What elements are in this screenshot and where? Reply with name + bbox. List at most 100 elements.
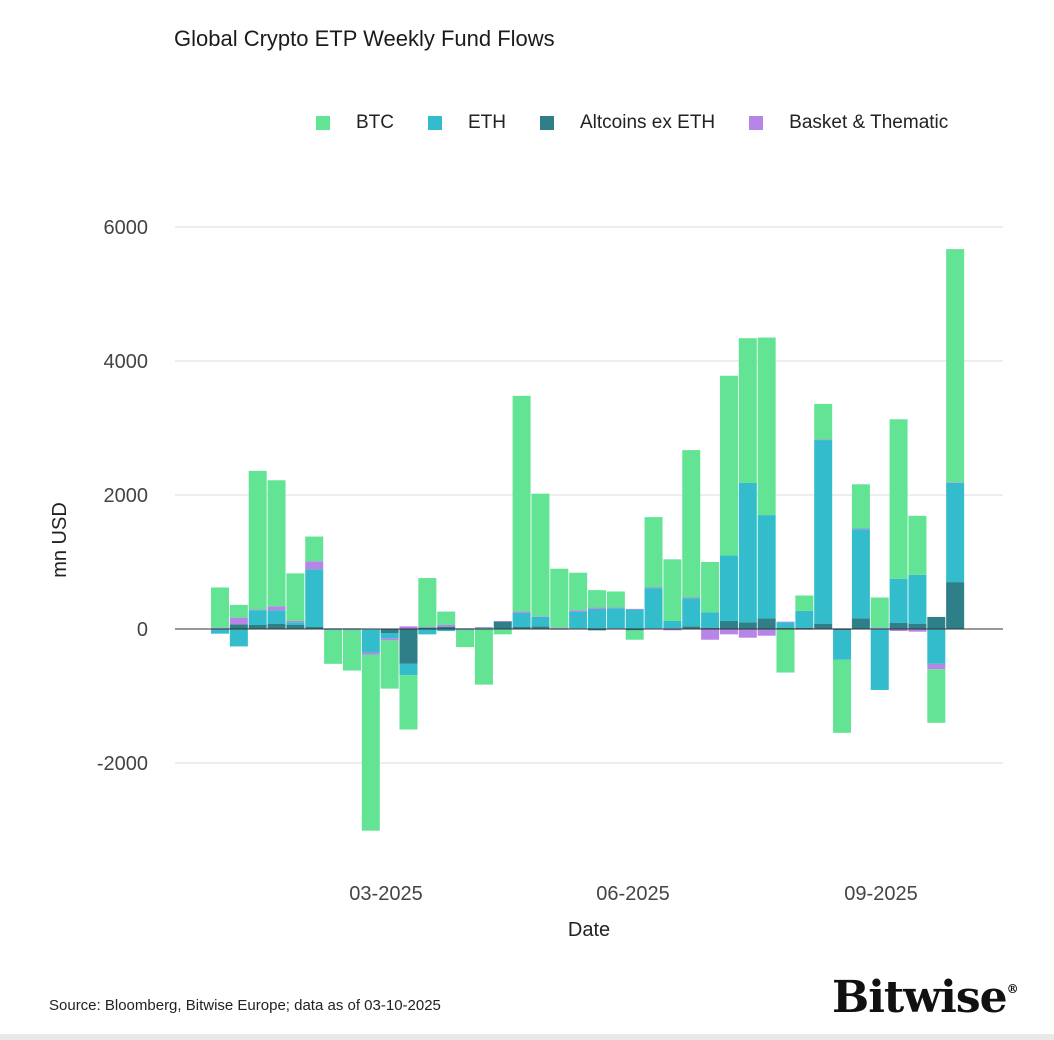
bar-segment-eth bbox=[738, 482, 757, 623]
bar-segment-eth bbox=[833, 630, 852, 660]
bar-segment-altcoins-ex-eth bbox=[286, 624, 305, 629]
y-axis-label: mn USD bbox=[49, 502, 71, 578]
bar-segment-altcoins-ex-eth bbox=[625, 629, 644, 631]
bar-segment-eth bbox=[701, 612, 720, 628]
legend-swatch-eth bbox=[428, 116, 442, 130]
bar-segment-btc bbox=[814, 403, 833, 440]
bar-segment-eth bbox=[512, 612, 531, 627]
legend-swatch-altcoins bbox=[540, 116, 554, 130]
bar-segment-eth bbox=[889, 578, 908, 623]
bar-segment-btc bbox=[550, 568, 569, 628]
bar-segment-btc bbox=[946, 249, 965, 483]
bar-segment-eth bbox=[380, 633, 399, 639]
bar-segment-eth bbox=[776, 622, 795, 628]
bar-segment-eth bbox=[644, 588, 663, 629]
legend-swatch-btc bbox=[316, 116, 330, 130]
bar-segment-eth bbox=[870, 629, 889, 690]
bar-segment-altcoins-ex-eth bbox=[512, 626, 531, 629]
bar-segment-btc bbox=[418, 578, 437, 627]
bar-segment-eth bbox=[663, 620, 682, 629]
bar-segment-eth bbox=[569, 611, 588, 629]
bar-segment-basket-thematic bbox=[380, 638, 399, 641]
bar-segment-eth bbox=[305, 569, 324, 627]
bar-segment-eth bbox=[437, 629, 456, 632]
bar-segment-altcoins-ex-eth bbox=[851, 618, 870, 629]
bar-segment-eth bbox=[211, 629, 229, 634]
bar-segment-basket-thematic bbox=[738, 629, 757, 638]
bar-segment-basket-thematic bbox=[663, 629, 682, 631]
bar-segment-altcoins-ex-eth bbox=[267, 623, 286, 629]
bar-segment-altcoins-ex-eth bbox=[229, 624, 248, 629]
bar-segment-altcoins-ex-eth bbox=[493, 621, 512, 629]
bar-segment-altcoins-ex-eth bbox=[738, 622, 757, 629]
bar-segment-basket-thematic bbox=[418, 626, 437, 628]
legend-swatch-basket bbox=[749, 116, 764, 130]
bottom-bar bbox=[0, 1034, 1054, 1040]
bitwise-logo: Bitwise® bbox=[832, 972, 1019, 1023]
legend-label-btc: BTC bbox=[356, 112, 394, 133]
bar-segment-btc bbox=[833, 659, 852, 733]
x-tick-label: 03-2025 bbox=[349, 883, 422, 905]
bar-segment-basket-thematic bbox=[870, 627, 889, 629]
bar-segment-altcoins-ex-eth bbox=[380, 629, 399, 634]
bar-segment-btc bbox=[437, 611, 456, 625]
bar-segment-basket-thematic bbox=[437, 624, 456, 627]
bar-segment-btc bbox=[889, 419, 908, 579]
bar-segment-btc bbox=[776, 629, 795, 673]
x-tick-label: 06-2025 bbox=[596, 883, 669, 905]
bar-segment-eth bbox=[342, 629, 361, 631]
bar-segment-altcoins-ex-eth bbox=[719, 620, 738, 629]
bar-segment-btc bbox=[531, 493, 550, 617]
bar-segment-btc bbox=[342, 630, 361, 671]
bar-segment-basket-thematic bbox=[625, 608, 644, 610]
bar-segment-eth bbox=[229, 629, 248, 647]
bar-segment-basket-thematic bbox=[776, 621, 795, 623]
bar-segment-basket-thematic bbox=[305, 561, 324, 570]
bar-segment-altcoins-ex-eth bbox=[248, 624, 267, 629]
bar-segment-basket-thematic bbox=[851, 528, 870, 530]
bar-segment-btc bbox=[324, 630, 343, 664]
bar-segment-basket-thematic bbox=[682, 597, 701, 599]
bar-segment-eth bbox=[606, 608, 625, 629]
legend-label-basket: Basket & Thematic bbox=[789, 112, 949, 133]
bar-segment-altcoins-ex-eth bbox=[305, 626, 324, 629]
bar-segment-altcoins-ex-eth bbox=[889, 622, 908, 629]
bar-segment-eth bbox=[324, 629, 343, 631]
bar-segment-altcoins-ex-eth bbox=[795, 627, 814, 629]
legend-label-eth: ETH bbox=[468, 112, 506, 133]
bar-segment-eth bbox=[474, 627, 493, 629]
y-tick-label: -2000 bbox=[97, 753, 148, 775]
bar-segment-btc bbox=[211, 587, 229, 628]
bar-segment-eth bbox=[286, 622, 305, 625]
bar-segment-eth bbox=[757, 515, 776, 619]
bar-segment-eth bbox=[719, 555, 738, 621]
bar-segment-btc bbox=[267, 480, 286, 607]
bar-segment-eth bbox=[795, 610, 814, 628]
bar-segment-eth bbox=[588, 608, 606, 629]
bar-segment-basket-thematic bbox=[286, 620, 305, 623]
bar-segment-btc bbox=[399, 675, 418, 730]
bar-segment-altcoins-ex-eth bbox=[833, 629, 852, 631]
bar-segment-btc bbox=[851, 484, 870, 529]
bar-segment-altcoins-ex-eth bbox=[757, 618, 776, 629]
bar-segment-basket-thematic bbox=[211, 627, 229, 629]
bar-segment-btc bbox=[870, 597, 889, 628]
bar-segment-altcoins-ex-eth bbox=[814, 623, 833, 629]
bar-segment-eth bbox=[851, 529, 870, 619]
y-tick-label: 4000 bbox=[104, 351, 149, 373]
bars bbox=[211, 249, 965, 831]
bar-segment-altcoins-ex-eth bbox=[776, 627, 795, 629]
bar-segment-btc bbox=[757, 337, 776, 516]
bar-segment-eth bbox=[248, 610, 267, 625]
bar-segment-basket-thematic bbox=[493, 620, 512, 622]
bar-segment-altcoins-ex-eth bbox=[682, 626, 701, 629]
x-axis-label: Date bbox=[568, 919, 610, 941]
bar-segment-btc bbox=[663, 559, 682, 621]
bar-segment-basket-thematic bbox=[701, 629, 720, 640]
bar-segment-basket-thematic bbox=[606, 607, 625, 609]
bar-segment-btc bbox=[701, 562, 720, 613]
bar-segment-altcoins-ex-eth bbox=[908, 623, 927, 629]
y-tick-label: 6000 bbox=[104, 217, 149, 239]
bar-segment-basket-thematic bbox=[588, 607, 606, 609]
bar-segment-btc bbox=[719, 375, 738, 556]
